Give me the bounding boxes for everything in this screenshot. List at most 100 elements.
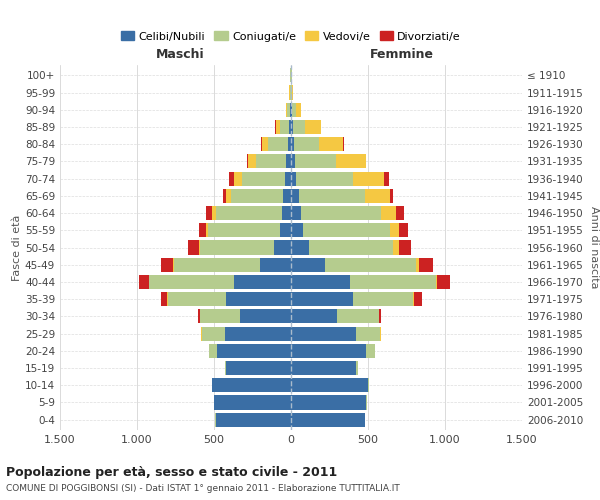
Bar xyxy=(350,275,436,289)
Bar xyxy=(188,240,199,254)
Bar xyxy=(293,120,305,134)
Bar xyxy=(337,310,379,324)
Bar xyxy=(280,223,291,238)
Bar xyxy=(234,275,291,289)
Bar xyxy=(274,240,291,254)
Bar xyxy=(381,206,397,220)
Bar xyxy=(282,206,291,220)
Bar xyxy=(291,344,367,358)
Bar xyxy=(275,120,280,134)
Bar xyxy=(226,361,291,375)
Bar xyxy=(198,310,200,324)
Bar xyxy=(414,292,422,306)
Bar xyxy=(256,154,286,168)
Bar xyxy=(353,172,384,185)
Bar xyxy=(206,223,208,238)
Bar xyxy=(199,223,206,238)
Bar xyxy=(289,120,291,134)
Bar xyxy=(384,172,389,185)
Bar xyxy=(389,189,392,203)
Bar xyxy=(226,189,231,203)
Bar xyxy=(214,396,291,409)
Bar xyxy=(215,412,291,426)
Bar xyxy=(296,102,301,117)
Bar xyxy=(247,154,248,168)
Bar xyxy=(291,154,295,168)
Bar xyxy=(223,189,226,203)
Bar xyxy=(291,137,294,152)
Y-axis label: Fasce di età: Fasce di età xyxy=(12,214,22,280)
Bar xyxy=(161,258,173,272)
Bar xyxy=(392,240,399,254)
Bar xyxy=(212,378,291,392)
Bar xyxy=(291,378,368,392)
Bar xyxy=(287,102,290,117)
Bar xyxy=(353,292,413,306)
Bar xyxy=(292,86,293,100)
Bar xyxy=(173,258,174,272)
Legend: Celibi/Nubili, Coniugati/e, Vedovi/e, Divorziati/e: Celibi/Nubili, Coniugati/e, Vedovi/e, Di… xyxy=(116,27,466,46)
Bar xyxy=(291,292,353,306)
Bar xyxy=(283,189,291,203)
Text: Maschi: Maschi xyxy=(156,48,205,62)
Bar xyxy=(200,326,202,340)
Bar xyxy=(356,361,358,375)
Bar xyxy=(240,310,291,324)
Bar xyxy=(268,137,288,152)
Bar xyxy=(437,275,449,289)
Bar xyxy=(260,258,291,272)
Bar xyxy=(416,258,419,272)
Bar xyxy=(285,172,291,185)
Text: Popolazione per età, sesso e stato civile - 2011: Popolazione per età, sesso e stato civil… xyxy=(6,466,337,479)
Bar xyxy=(291,258,325,272)
Bar xyxy=(356,326,380,340)
Bar xyxy=(291,361,356,375)
Bar xyxy=(286,102,287,117)
Bar xyxy=(399,240,411,254)
Bar xyxy=(229,172,234,185)
Bar xyxy=(231,189,283,203)
Bar xyxy=(291,240,310,254)
Bar xyxy=(200,310,240,324)
Bar xyxy=(292,102,296,117)
Bar xyxy=(280,120,289,134)
Bar xyxy=(397,206,404,220)
Bar xyxy=(286,154,291,168)
Bar xyxy=(149,275,234,289)
Bar xyxy=(305,120,320,134)
Bar xyxy=(168,292,226,306)
Bar xyxy=(199,240,200,254)
Bar xyxy=(419,258,433,272)
Bar xyxy=(290,102,291,117)
Bar xyxy=(379,310,381,324)
Bar xyxy=(319,137,343,152)
Text: COMUNE DI POGGIBONSI (SI) - Dati ISTAT 1° gennaio 2011 - Elaborazione TUTTITALIA: COMUNE DI POGGIBONSI (SI) - Dati ISTAT 1… xyxy=(6,484,400,493)
Bar xyxy=(248,154,256,168)
Bar xyxy=(380,326,382,340)
Bar xyxy=(365,154,367,168)
Bar xyxy=(139,275,149,289)
Bar xyxy=(291,326,356,340)
Bar xyxy=(291,172,296,185)
Bar xyxy=(413,292,414,306)
Bar xyxy=(310,240,392,254)
Bar xyxy=(215,206,282,220)
Bar xyxy=(389,223,399,238)
Bar xyxy=(226,292,291,306)
Bar xyxy=(337,154,365,168)
Bar xyxy=(294,137,319,152)
Bar xyxy=(436,275,437,289)
Bar xyxy=(242,172,285,185)
Bar xyxy=(295,154,337,168)
Bar xyxy=(225,326,291,340)
Bar xyxy=(234,172,242,185)
Bar xyxy=(325,258,416,272)
Bar xyxy=(291,120,293,134)
Bar xyxy=(291,310,337,324)
Bar xyxy=(367,344,375,358)
Bar xyxy=(212,206,215,220)
Bar xyxy=(262,137,268,152)
Bar xyxy=(299,189,365,203)
Bar xyxy=(206,206,212,220)
Bar xyxy=(200,240,274,254)
